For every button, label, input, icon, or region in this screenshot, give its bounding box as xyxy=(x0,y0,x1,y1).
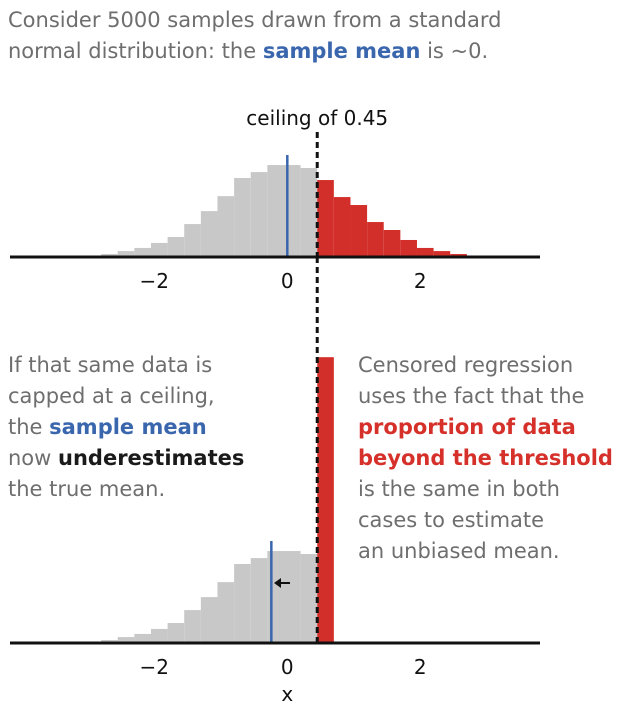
bar xyxy=(350,205,368,257)
bar xyxy=(433,251,451,257)
x-tick-label: 0 xyxy=(281,269,294,293)
bar xyxy=(184,610,201,643)
right-note-line: is the same in both xyxy=(358,477,560,501)
text-segment: normal distribution: the xyxy=(8,39,263,63)
right-note-line: proportion of data xyxy=(358,415,576,439)
bar xyxy=(383,229,401,257)
right-note-line: beyond the threshold xyxy=(358,446,613,470)
bar xyxy=(184,224,201,257)
bar xyxy=(267,551,284,643)
intro-line: Consider 5000 samples drawn from a stand… xyxy=(8,8,501,32)
x-axis-label: x xyxy=(281,682,293,706)
text-segment: cases to estimate xyxy=(358,508,544,532)
bar xyxy=(300,554,318,643)
text-segment: now xyxy=(8,446,58,470)
right-note-line: cases to estimate xyxy=(358,508,544,532)
x-tick-label: 2 xyxy=(414,655,427,679)
bar xyxy=(267,165,284,257)
text-segment: Censored regression xyxy=(358,353,573,377)
text-segment: the xyxy=(8,415,49,439)
text-segment: beyond the threshold xyxy=(358,446,613,470)
bar xyxy=(167,237,185,257)
x-tick-label: 0 xyxy=(281,655,294,679)
text-segment: is ~0. xyxy=(420,39,488,63)
bar xyxy=(117,251,135,257)
right-note-line: Censored regression xyxy=(358,353,573,377)
left-note-line: If that same data is xyxy=(8,353,212,377)
bar xyxy=(200,211,218,257)
bar xyxy=(333,197,351,257)
left-note-line: capped at a ceiling, xyxy=(8,384,215,408)
bar xyxy=(150,242,168,257)
text-segment: If that same data is xyxy=(8,353,212,377)
text-segment: uses the fact that the xyxy=(358,384,584,408)
bar xyxy=(416,247,434,257)
x-tick-label: −2 xyxy=(140,269,169,293)
text-segment: sample mean xyxy=(263,39,421,63)
arrow-head xyxy=(274,578,281,588)
bar xyxy=(234,178,251,257)
bar xyxy=(317,357,334,643)
bar xyxy=(200,597,218,643)
bar xyxy=(217,582,235,643)
bar xyxy=(134,633,151,643)
text-segment: the true mean. xyxy=(8,477,165,501)
ceiling-label: ceiling of 0.45 xyxy=(246,106,388,130)
text-segment: underestimates xyxy=(58,446,244,470)
text-segment: is the same in both xyxy=(358,477,560,501)
text-segment: an unbiased mean. xyxy=(358,539,560,563)
text-segment: Consider 5000 samples drawn from a stand… xyxy=(8,8,501,32)
left-note-line: the sample mean xyxy=(8,415,207,439)
x-tick-label: 2 xyxy=(414,269,427,293)
bar xyxy=(150,628,168,643)
bar xyxy=(300,168,318,257)
arrow xyxy=(274,578,290,588)
bar xyxy=(250,558,268,643)
bar xyxy=(134,247,151,257)
bar xyxy=(317,180,334,257)
bar xyxy=(400,239,417,257)
bar xyxy=(234,564,251,643)
bar xyxy=(367,222,384,257)
right-note-line: an unbiased mean. xyxy=(358,539,560,563)
x-tick-label: −2 xyxy=(140,655,169,679)
text-segment: sample mean xyxy=(49,415,207,439)
bar xyxy=(167,623,185,643)
bar xyxy=(283,551,301,643)
bar xyxy=(117,637,135,643)
bar xyxy=(250,172,268,257)
left-note-line: the true mean. xyxy=(8,477,165,501)
left-note-line: now underestimates xyxy=(8,446,244,470)
right-note-line: uses the fact that the xyxy=(358,384,584,408)
bar xyxy=(217,196,235,257)
text-segment: capped at a ceiling, xyxy=(8,384,215,408)
intro-line: normal distribution: the sample mean is … xyxy=(8,39,488,63)
text-segment: proportion of data xyxy=(358,415,576,439)
